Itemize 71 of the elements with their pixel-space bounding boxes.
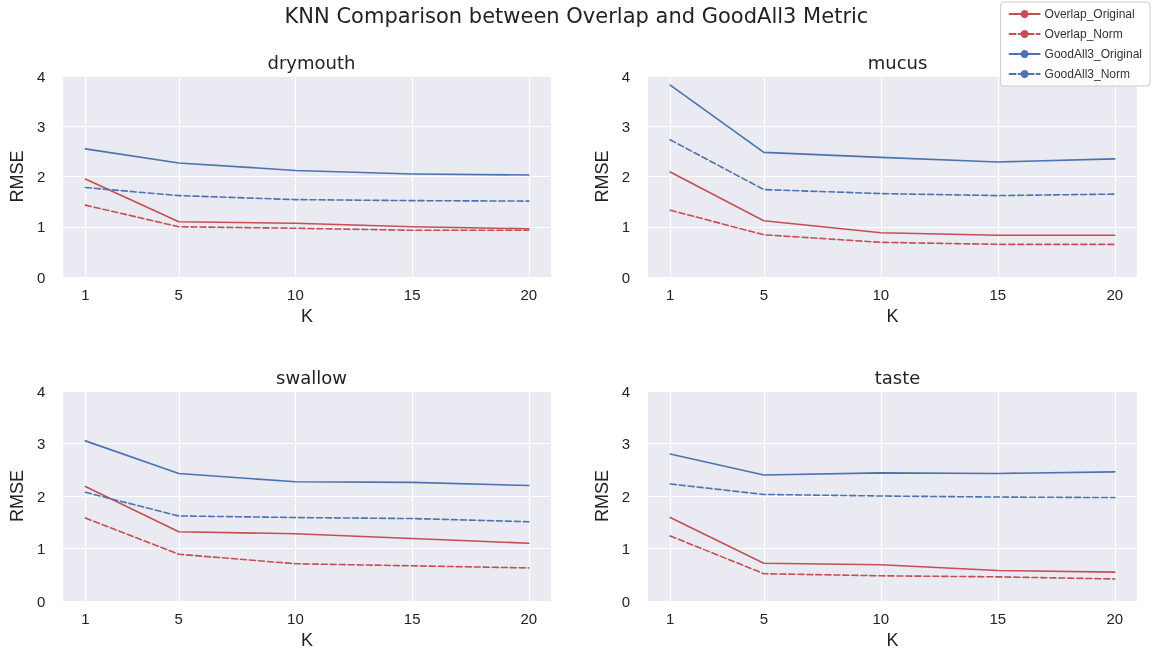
x-tick-label: 1 bbox=[81, 610, 90, 627]
y-tick-label: 4 bbox=[36, 382, 46, 400]
x-tick-label: 20 bbox=[1106, 610, 1124, 627]
x-tick-label: 10 bbox=[872, 286, 890, 303]
x-tick-label: 5 bbox=[174, 286, 183, 303]
x-tick-label: 15 bbox=[989, 610, 1007, 627]
x-axis-title: K bbox=[301, 306, 314, 326]
x-tick-label: 1 bbox=[666, 610, 675, 627]
x-tick-label: 15 bbox=[989, 286, 1007, 303]
line-series bbox=[84, 186, 530, 202]
x-tick-label: 1 bbox=[666, 286, 675, 303]
legend-label: GoodAll3_Original bbox=[1044, 47, 1142, 61]
y-tick-label: 0 bbox=[36, 268, 46, 286]
legend-label: Overlap_Original bbox=[1044, 7, 1135, 21]
y-tick-label: 2 bbox=[36, 168, 46, 185]
x-tick-label: 15 bbox=[403, 286, 421, 303]
y-tick-label: 0 bbox=[621, 268, 630, 286]
y-tick-label: 4 bbox=[621, 67, 630, 85]
line-series bbox=[669, 209, 1116, 246]
y-axis-title: RMSE bbox=[7, 469, 27, 523]
y-axis-title: RMSE bbox=[591, 150, 612, 203]
chart-title: mucus bbox=[867, 51, 928, 73]
line-series bbox=[669, 535, 1116, 580]
line-series bbox=[669, 453, 1116, 476]
x-tick-label: 5 bbox=[759, 610, 768, 627]
y-tick-label: 1 bbox=[621, 218, 630, 236]
x-tick-label: 20 bbox=[520, 286, 538, 303]
y-tick-label: 1 bbox=[36, 540, 46, 557]
legend-label: Overlap_Norm bbox=[1044, 27, 1123, 41]
x-axis-title: K bbox=[301, 630, 314, 650]
y-tick-label: 1 bbox=[621, 540, 630, 557]
line-series bbox=[84, 148, 530, 176]
y-tick-label: 0 bbox=[36, 592, 46, 610]
y-tick-label: 0 bbox=[621, 592, 630, 610]
legend-label: GoodAll3_Norm bbox=[1044, 67, 1130, 81]
x-tick-label: 15 bbox=[403, 610, 421, 627]
x-tick-label: 20 bbox=[520, 610, 538, 627]
chart-title: taste bbox=[874, 366, 921, 388]
x-tick-label: 5 bbox=[174, 610, 183, 627]
x-tick-label: 10 bbox=[287, 286, 304, 303]
y-tick-label: 2 bbox=[36, 487, 46, 505]
x-tick-label: 10 bbox=[872, 610, 890, 627]
line-series bbox=[669, 171, 1116, 237]
x-tick-label: 1 bbox=[81, 286, 90, 303]
x-axis-title: K bbox=[886, 630, 899, 650]
y-tick-label: 3 bbox=[621, 117, 630, 135]
text: KNN Comparison between Overlap and GoodAll3 Metric bbox=[284, 4, 869, 28]
line-series bbox=[669, 84, 1116, 163]
y-tick-label: 2 bbox=[621, 168, 630, 185]
line-series bbox=[669, 139, 1116, 197]
chart-title: swallow bbox=[276, 366, 347, 388]
x-axis-title: K bbox=[886, 306, 899, 326]
y-tick-label: 3 bbox=[36, 435, 46, 452]
line-series bbox=[84, 517, 530, 569]
y-tick-label: 1 bbox=[36, 218, 46, 236]
y-axis-title: RMSE bbox=[591, 469, 612, 523]
y-axis-title: RMSE bbox=[7, 150, 27, 203]
line-series bbox=[669, 516, 1116, 573]
line-series bbox=[669, 483, 1116, 499]
y-tick-label: 2 bbox=[621, 487, 630, 505]
y-tick-label: 4 bbox=[36, 67, 46, 85]
line-series bbox=[84, 491, 530, 523]
y-tick-label: 3 bbox=[36, 117, 46, 135]
line-series bbox=[84, 485, 530, 545]
x-tick-label: 10 bbox=[287, 610, 304, 627]
x-tick-label: 20 bbox=[1106, 286, 1124, 303]
line-series bbox=[84, 440, 530, 487]
x-tick-label: 5 bbox=[759, 286, 768, 303]
y-tick-label: 3 bbox=[621, 435, 630, 452]
y-tick-label: 4 bbox=[621, 382, 630, 400]
chart-title: drymouth bbox=[267, 51, 356, 73]
